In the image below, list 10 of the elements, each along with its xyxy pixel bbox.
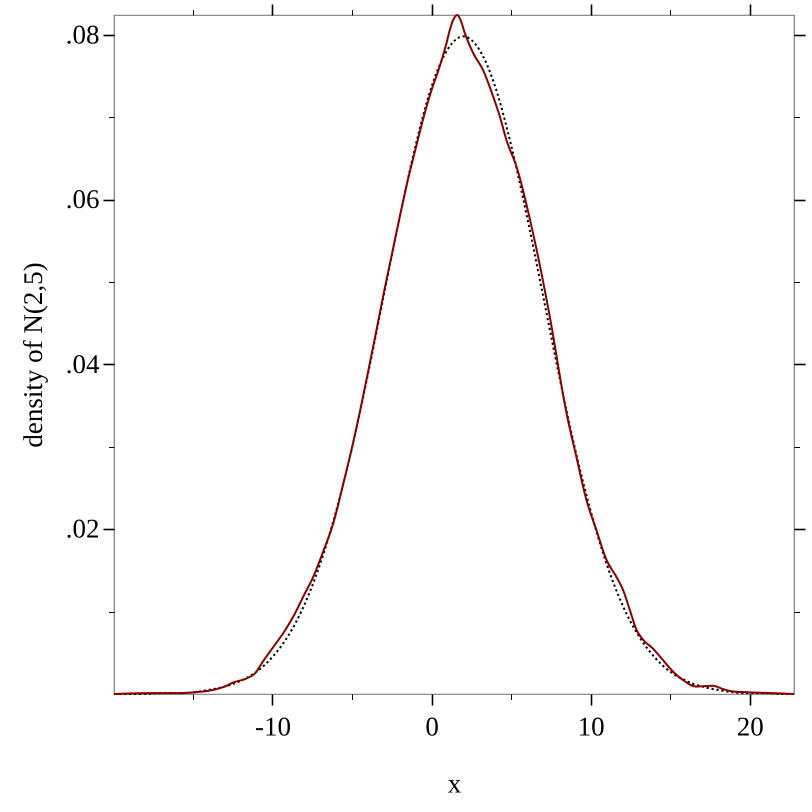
x-tick-label: -10: [254, 712, 291, 742]
x-tick-label: 0: [425, 712, 439, 742]
x-tick-label: 20: [736, 712, 764, 742]
x-tick-label: 10: [578, 712, 605, 742]
y-tick-label: .02: [66, 514, 100, 544]
y-tick-label: .04: [66, 348, 100, 379]
y-tick-label: .08: [66, 19, 100, 50]
y-axis-title: density of N(2,5): [18, 262, 48, 448]
y-tick-label: .06: [66, 184, 100, 214]
x-axis-title: x: [448, 768, 462, 798]
